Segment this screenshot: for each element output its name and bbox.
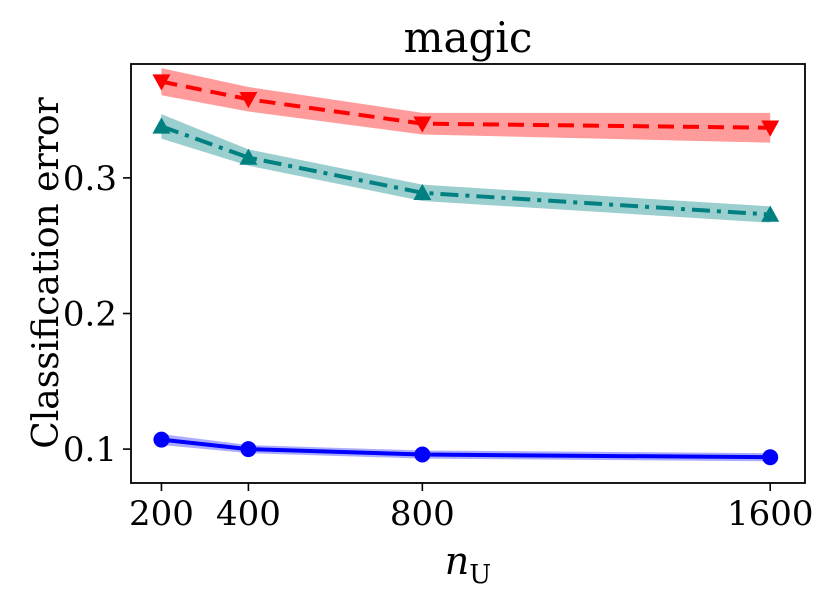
y-tick-label: 0.2: [63, 295, 117, 335]
series-0-point: [152, 74, 171, 91]
series-0-point: [413, 116, 432, 133]
series-1-line: [160, 124, 771, 217]
series-1-point: [152, 117, 171, 134]
x-tick-label: 400: [216, 494, 281, 534]
series-2-point: [762, 449, 779, 466]
chart-title: magic: [404, 13, 533, 62]
series-0-line: [161, 79, 771, 130]
x-axis-label: nU: [445, 539, 491, 590]
y-tick-label: 0.1: [63, 430, 117, 470]
series-2-point: [240, 441, 257, 458]
series-0-band: [161, 68, 771, 143]
y-axis-label: Classification error: [26, 96, 67, 448]
plot-area: 200 400 800 1600 0.1 0.2 0.3: [63, 63, 814, 534]
x-tick-label: 1600: [727, 494, 814, 534]
y-tick-label: 0.3: [63, 159, 117, 199]
series-1-point: [761, 205, 780, 222]
plot-frame: [130, 63, 806, 484]
x-axis-label-sub: U: [469, 560, 491, 590]
series-1-point: [239, 148, 258, 165]
series-2-point: [153, 431, 170, 448]
x-axis-label-main: n: [445, 539, 469, 583]
series-1-point: [413, 183, 432, 201]
series-2-point: [414, 446, 431, 463]
x-tick-label: 800: [390, 494, 455, 534]
series-0-point: [239, 92, 258, 109]
series-2-line: [161, 437, 771, 460]
x-tick-label: 200: [129, 494, 194, 534]
series-0-point: [761, 120, 780, 137]
